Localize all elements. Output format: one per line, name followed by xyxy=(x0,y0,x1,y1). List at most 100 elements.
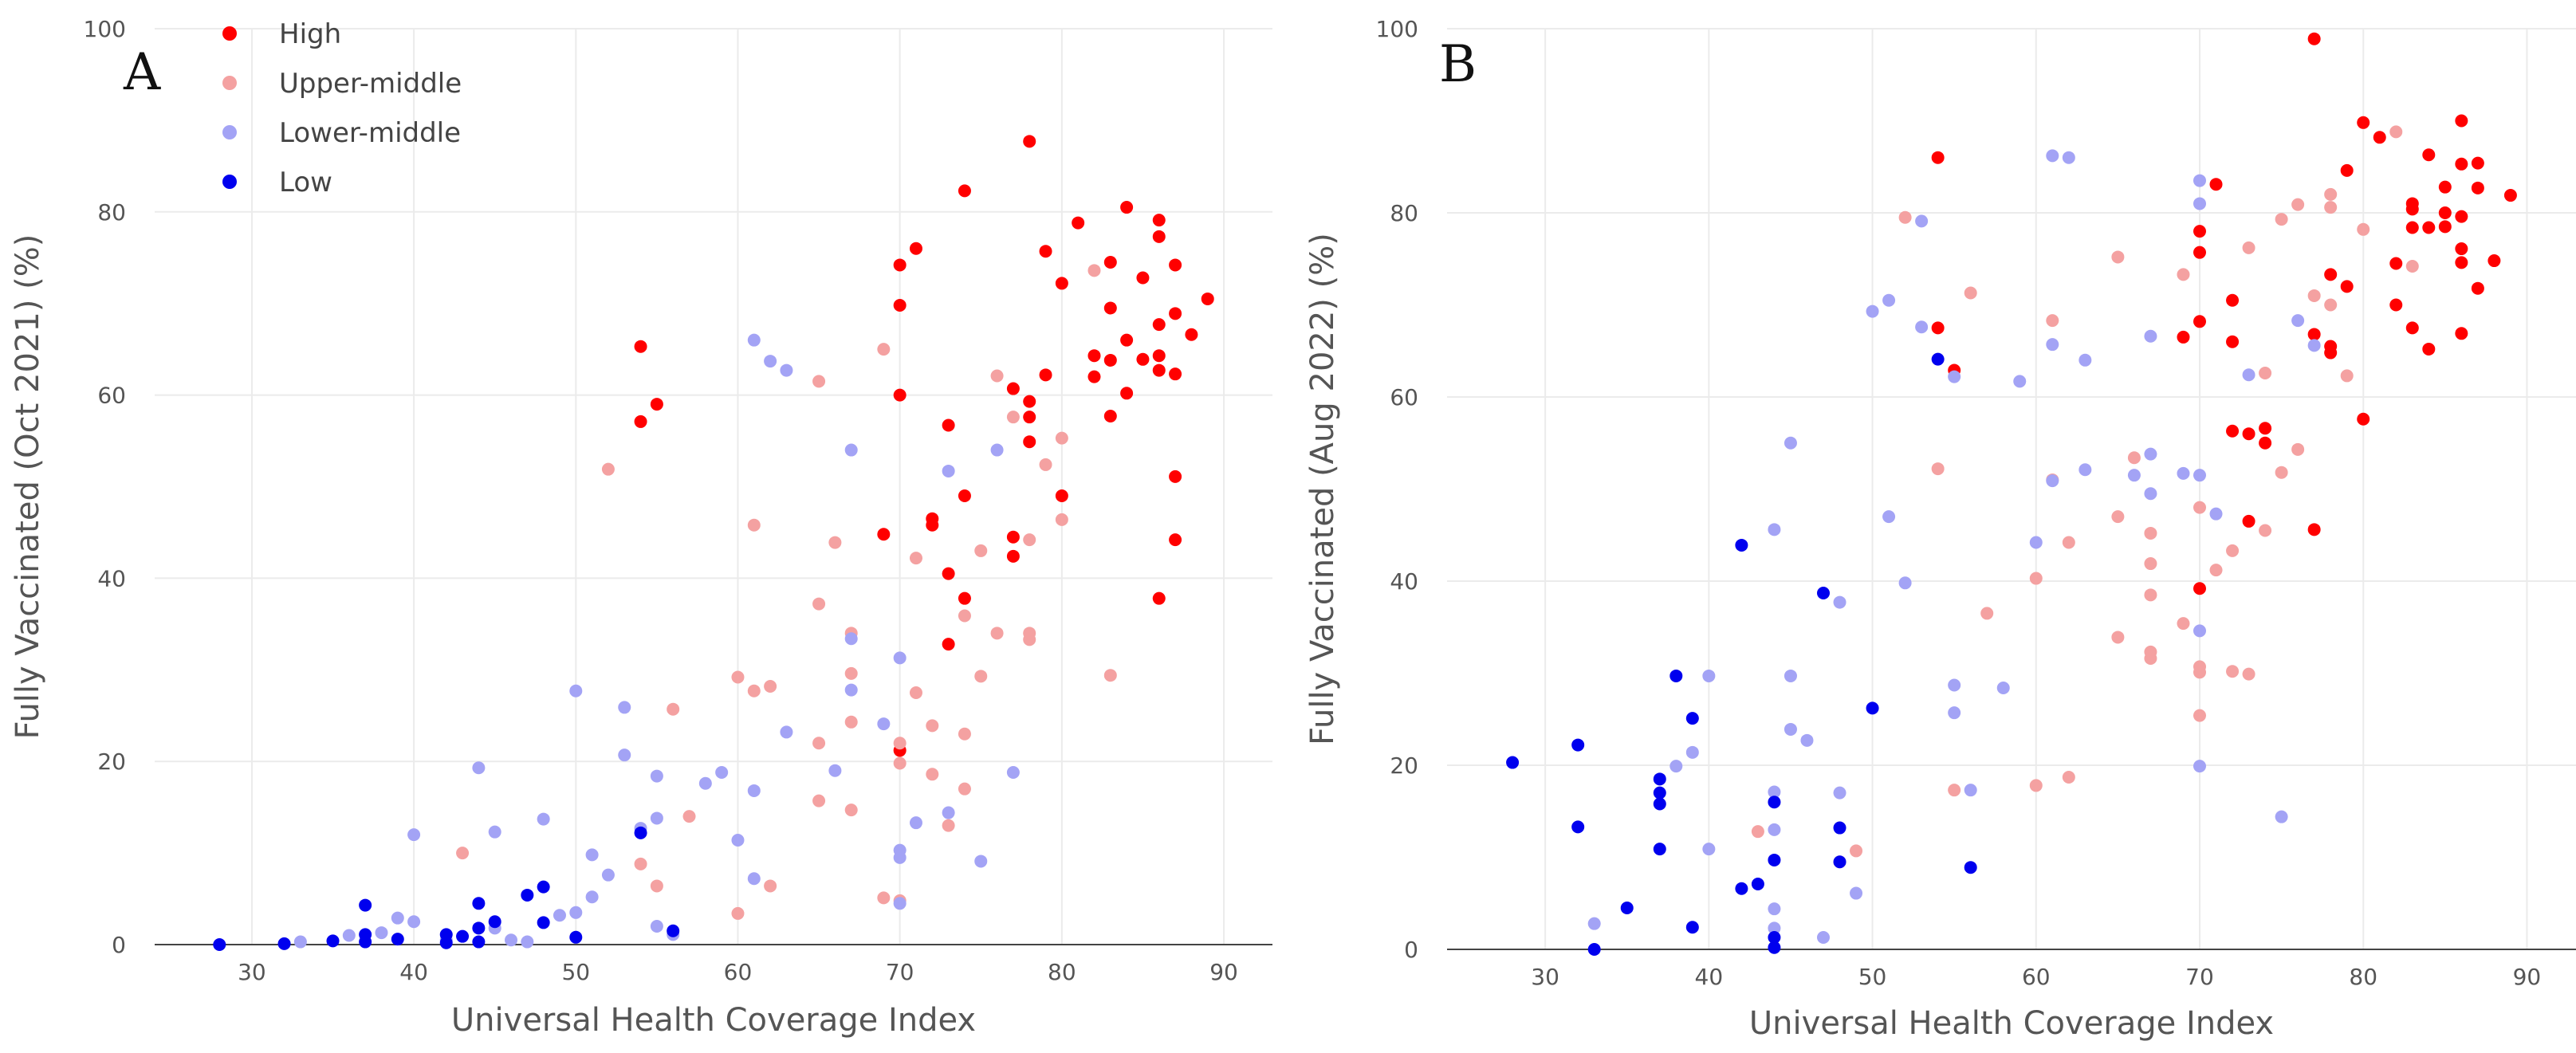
data-point xyxy=(780,363,793,377)
data-point xyxy=(1768,796,1781,809)
x-tick-label: 30 xyxy=(238,959,266,985)
data-point xyxy=(2193,197,2206,210)
x-tick-label: 50 xyxy=(561,959,590,985)
data-point xyxy=(1152,214,1166,227)
data-point xyxy=(1800,733,1814,747)
data-point xyxy=(2389,298,2403,312)
y-tick-label: 40 xyxy=(1390,568,1418,595)
data-point xyxy=(2471,156,2484,170)
data-point xyxy=(942,418,955,432)
data-point xyxy=(942,464,955,477)
data-point xyxy=(667,702,680,716)
data-point xyxy=(2503,189,2517,202)
data-point xyxy=(1964,286,1977,300)
x-tick-label: 30 xyxy=(1531,964,1559,990)
data-point xyxy=(569,684,583,697)
data-point xyxy=(407,828,421,842)
data-point xyxy=(1571,820,1585,834)
data-point xyxy=(2389,257,2403,270)
data-point xyxy=(2259,524,2272,537)
data-point xyxy=(1103,255,1117,269)
data-point xyxy=(2340,280,2354,293)
data-point xyxy=(2209,178,2223,191)
data-point xyxy=(488,825,501,839)
data-point xyxy=(2029,779,2043,792)
data-point xyxy=(1866,305,1879,318)
data-point xyxy=(1087,370,1101,383)
y-axis-title: Fully Vaccinated (Aug 2022) (%) xyxy=(1304,233,1341,745)
data-point xyxy=(764,679,777,693)
data-point xyxy=(958,489,971,502)
data-point xyxy=(2127,451,2141,465)
data-point xyxy=(682,810,696,823)
data-point xyxy=(2291,314,2305,328)
data-point xyxy=(2193,666,2206,679)
data-point xyxy=(1948,706,1961,720)
data-point xyxy=(2438,220,2452,234)
data-point xyxy=(2275,466,2288,479)
series-upper-middle xyxy=(1751,125,2419,869)
data-point xyxy=(2455,210,2468,223)
data-point xyxy=(1152,230,1166,243)
data-point xyxy=(1055,489,1068,502)
data-point xyxy=(2340,163,2354,177)
data-point xyxy=(974,670,988,683)
data-point xyxy=(2455,256,2468,269)
series-lower-middle xyxy=(293,333,1020,949)
data-point xyxy=(958,782,971,796)
data-point xyxy=(1784,436,1797,450)
data-point xyxy=(1931,321,1945,335)
data-point xyxy=(1152,363,1166,377)
data-point xyxy=(1898,576,1912,590)
data-point xyxy=(1055,277,1068,290)
data-point xyxy=(2455,242,2468,256)
data-point xyxy=(667,924,680,937)
panel-label: A xyxy=(123,43,161,102)
data-point xyxy=(472,921,486,935)
y-axis-title: Fully Vaccinated (Oct 2021) (%) xyxy=(10,234,46,740)
series-low xyxy=(213,826,680,951)
data-point xyxy=(456,847,470,860)
data-point xyxy=(1866,701,1879,715)
data-point xyxy=(1152,318,1166,332)
legend-label: High xyxy=(279,18,341,50)
data-point xyxy=(375,926,388,940)
data-point xyxy=(2177,617,2190,631)
legend-label: Low xyxy=(279,167,332,198)
data-point xyxy=(1587,943,1601,956)
data-point xyxy=(1751,825,1764,839)
data-point xyxy=(1169,367,1182,381)
data-point xyxy=(521,888,534,902)
data-point xyxy=(1915,320,1929,334)
data-point xyxy=(2307,328,2321,341)
y-tick-label: 100 xyxy=(1376,16,1418,42)
data-point xyxy=(2193,469,2206,482)
data-point xyxy=(942,806,955,819)
data-point xyxy=(2144,329,2157,343)
data-point xyxy=(1169,258,1182,272)
data-point xyxy=(764,355,777,368)
data-point xyxy=(747,518,761,532)
data-point xyxy=(2357,412,2370,426)
data-point xyxy=(1817,930,1830,944)
data-point xyxy=(1768,930,1781,944)
data-point xyxy=(1023,435,1036,449)
y-tick-label: 0 xyxy=(112,932,126,958)
y-tick-label: 80 xyxy=(1390,200,1418,226)
data-point xyxy=(1087,349,1101,363)
data-point xyxy=(2242,667,2255,681)
data-point xyxy=(844,666,858,680)
data-point xyxy=(1948,370,1961,383)
data-point xyxy=(2177,330,2190,344)
data-point xyxy=(1980,607,1994,620)
data-point xyxy=(1039,458,1052,471)
data-point xyxy=(1996,681,2010,694)
panel-b: 30 40 50 60 70 80 90 0 20 40 60 80 100 B Universal H… xyxy=(1304,16,2576,1042)
data-point xyxy=(1039,245,1052,258)
data-point xyxy=(2078,353,2092,367)
data-point xyxy=(2324,187,2338,201)
x-tick-label: 70 xyxy=(886,959,914,985)
data-point xyxy=(1669,760,1683,773)
data-point xyxy=(1702,843,1716,856)
data-point xyxy=(650,769,663,783)
